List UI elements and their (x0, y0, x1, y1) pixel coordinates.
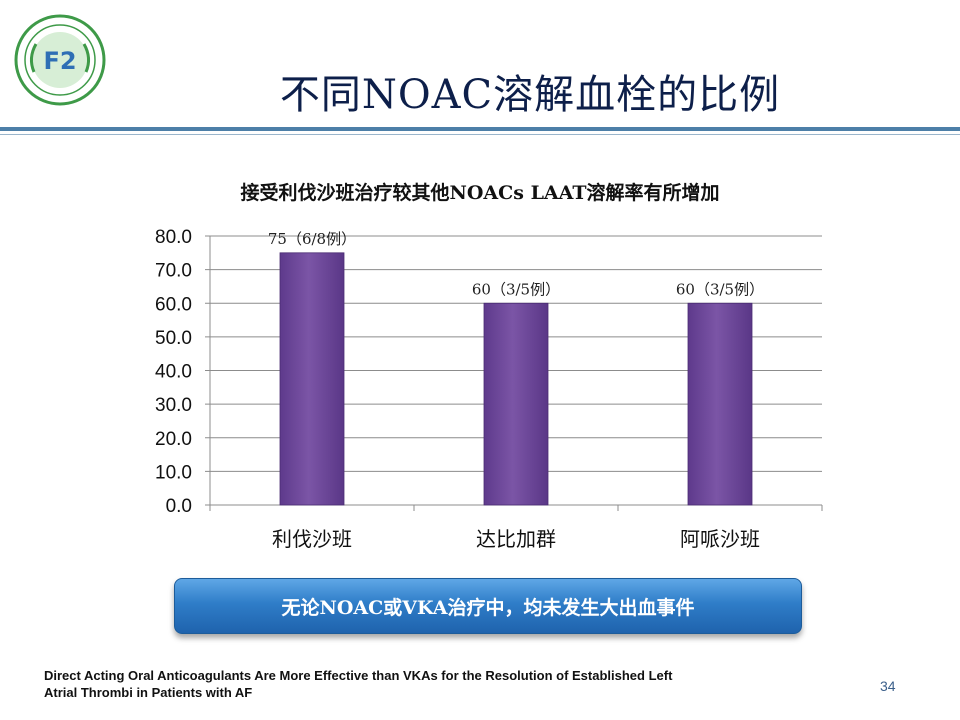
page-title: 不同NOAC溶解血栓的比例 (279, 72, 781, 118)
chart-axis (205, 235, 823, 511)
reference-citation: Direct Acting Oral Anticoagulants Are Mo… (44, 667, 784, 701)
y-tick-label: 0.0 (166, 496, 192, 517)
reference-line-2: Atrial Thrombi in Patients with AF (44, 685, 253, 700)
reference-line-1: Direct Acting Oral Anticoagulants Are Mo… (44, 668, 673, 683)
y-tick-label: 50.0 (155, 328, 192, 349)
title-divider-thin (0, 134, 960, 135)
title-divider (0, 127, 960, 131)
x-category-label: 利伐沙班 (272, 527, 352, 551)
y-tick-label: 20.0 (155, 429, 192, 450)
data-label: 75（6/8例） (268, 230, 356, 248)
y-tick-label: 60.0 (155, 294, 192, 315)
y-tick-label: 30.0 (155, 395, 192, 416)
chart-labels: 0.0 10.0 20.0 30.0 40.0 50.0 60.0 70.0 80.0 75（6/… (155, 227, 764, 551)
chart-bars (279, 252, 753, 506)
page-number: 34 (880, 678, 896, 694)
x-category-label: 阿哌沙班 (680, 527, 760, 551)
bar (279, 252, 345, 506)
y-tick-label: 10.0 (155, 462, 192, 483)
bar (483, 302, 549, 506)
hospital-logo-icon: F2 (14, 14, 106, 106)
y-tick-label: 80.0 (155, 227, 192, 248)
x-category-label: 达比加群 (476, 527, 556, 551)
y-tick-label: 70.0 (155, 261, 192, 282)
logo-text: F2 (43, 47, 76, 75)
data-label: 60（3/5例） (472, 280, 560, 298)
y-tick-label: 40.0 (155, 362, 192, 383)
data-label: 60（3/5例） (676, 280, 764, 298)
chart-title: 接受利伐沙班治疗较其他NOACs LAAT溶解率有所增加 (240, 182, 720, 204)
callout-banner: 无论NOAC或VKA治疗中，均未发生大出血事件 (174, 578, 802, 634)
bar (687, 302, 753, 506)
